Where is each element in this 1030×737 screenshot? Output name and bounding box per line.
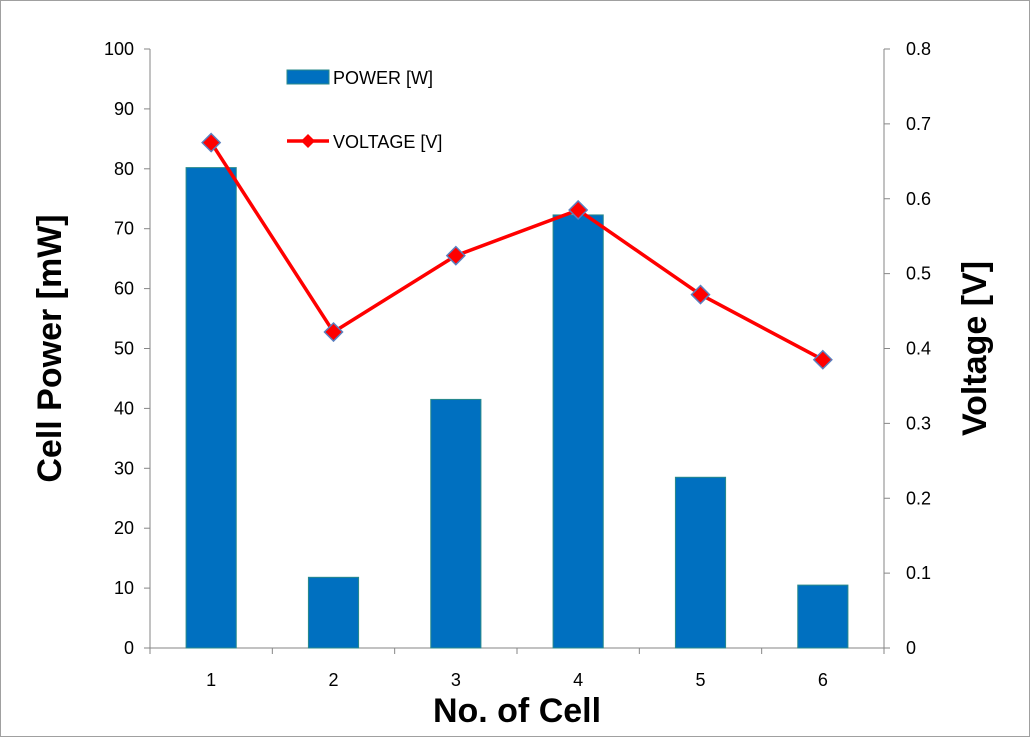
x-tick-label: 6 [818,670,828,690]
y2-axis-title: Voltage [V] [956,261,994,436]
y-tick-label: 90 [114,99,134,119]
voltage-marker [323,321,344,343]
y2-tick-label: 0.2 [906,488,931,508]
y-tick-label: 50 [114,339,134,359]
y2-tick-label: 0.6 [906,189,931,209]
legend-voltage-label: VOLTAGE [V] [333,132,442,152]
line-layer [201,132,833,370]
voltage-line [209,141,824,362]
power-bar [797,584,849,649]
y-tick-label: 70 [114,219,134,239]
x-tick-label: 5 [695,670,705,690]
x-axis-title: No. of Cell [433,692,601,730]
y-tick-label: 60 [114,279,134,299]
voltage-marker [690,284,711,305]
power-bar [185,167,237,649]
y-tick-label: 40 [114,398,134,418]
y2-tick-label: 0.1 [906,563,931,583]
power-bar [552,214,604,649]
y2-tick-label: 0.7 [906,114,931,134]
y-tick-label: 10 [114,578,134,598]
legend: POWER [W] VOLTAGE [V] [286,68,442,152]
x-tick-label: 1 [206,670,216,690]
legend-power-swatch [286,69,330,85]
axes-layer: 0 10 20 30 40 50 60 70 80 90 100 0 0.1 0.2 0.3 0.4 0.5 0.… [104,39,931,690]
voltage-marker [201,132,222,153]
legend-power-label: POWER [W] [333,68,433,88]
power-bar [430,398,482,649]
y-tick-label: 100 [104,39,134,59]
y-tick-label: 80 [114,159,134,179]
x-tick-label: 4 [573,670,583,690]
power-bar [674,476,727,649]
bars-layer [185,167,849,649]
y2-tick-label: 0.5 [906,264,931,284]
y2-tick-label: 0 [906,638,916,658]
y2-tick-label: 0.4 [906,339,931,359]
power-bar [307,576,360,649]
y-tick-label: 30 [114,458,134,478]
voltage-marker [445,245,466,266]
y-axis-title: Cell Power [mW] [31,214,69,482]
voltage-marker [812,349,833,370]
x-tick-label: 3 [451,670,461,690]
y-tick-label: 20 [114,518,134,538]
y2-tick-label: 0.8 [906,39,931,59]
legend-voltage-marker [301,134,315,148]
y-tick-label: 0 [124,638,134,658]
y2-tick-label: 0.3 [906,413,931,433]
x-tick-label: 2 [328,670,338,690]
voltage-marker [568,199,589,221]
